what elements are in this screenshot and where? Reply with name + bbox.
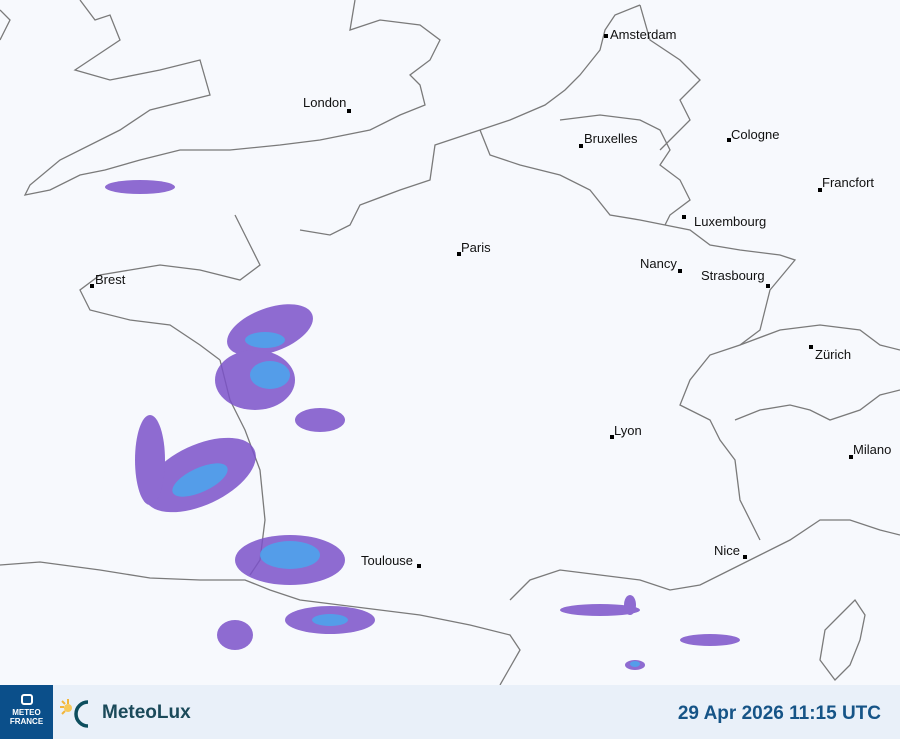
city-markers: Amsterdam London Bruxelles Cologne Francfort…: [90, 27, 891, 568]
city-amsterdam[interactable]: Amsterdam: [604, 27, 676, 42]
city-label: Francfort: [822, 175, 874, 190]
city-marker: [678, 269, 682, 273]
city-marker: [849, 455, 853, 459]
city-brest[interactable]: Brest: [90, 272, 126, 288]
city-milano[interactable]: Milano: [849, 442, 891, 459]
city-luxembourg[interactable]: Luxembourg: [682, 214, 766, 229]
city-nice[interactable]: Nice: [714, 543, 747, 559]
city-marker: [682, 215, 686, 219]
city-label: Strasbourg: [701, 268, 765, 283]
city-marker: [457, 252, 461, 256]
city-label: Lyon: [614, 423, 642, 438]
city-label: Luxembourg: [694, 214, 766, 229]
city-marker: [579, 144, 583, 148]
city-label: Paris: [461, 240, 491, 255]
city-marker: [417, 564, 421, 568]
city-label: Toulouse: [361, 553, 413, 568]
city-marker: [809, 345, 813, 349]
city-marker: [727, 138, 731, 142]
city-label: Amsterdam: [610, 27, 676, 42]
city-marker: [818, 188, 822, 192]
city-label: Bruxelles: [584, 131, 638, 146]
meteofrance-logo[interactable]: METEO FRANCE: [0, 685, 53, 739]
city-label: Nice: [714, 543, 740, 558]
city-cologne[interactable]: Cologne: [727, 127, 779, 142]
radar-timestamp: 29 Apr 2026 11:15 UTC: [677, 703, 881, 724]
city-paris[interactable]: Paris: [457, 240, 491, 256]
meteolux-sun-icon: [60, 699, 89, 728]
city-label: Brest: [95, 272, 126, 287]
city-marker: [347, 109, 351, 113]
city-bruxelles[interactable]: Bruxelles: [579, 131, 638, 148]
city-label: Milano: [853, 442, 891, 457]
borders-coastlines: [0, 0, 900, 685]
city-francfort[interactable]: Francfort: [818, 175, 874, 192]
city-marker: [743, 555, 747, 559]
radar-map[interactable]: Amsterdam London Bruxelles Cologne Francfort…: [0, 0, 900, 685]
footer-bar: METEO FRANCE MeteoLux 29 Apr 2026 11:15 U…: [0, 685, 900, 739]
city-nancy[interactable]: Nancy: [640, 256, 682, 273]
city-toulouse[interactable]: Toulouse: [361, 553, 421, 568]
city-label: Nancy: [640, 256, 677, 271]
city-label: London: [303, 95, 346, 110]
meteolux-wordmark: MeteoLux: [102, 702, 191, 723]
city-lyon[interactable]: Lyon: [610, 423, 642, 439]
city-label: Zürich: [815, 347, 851, 362]
meteofrance-symbol-icon: [20, 694, 33, 705]
city-marker: [766, 284, 770, 288]
city-zürich[interactable]: Zürich: [809, 345, 851, 362]
precipitation-radar: [105, 180, 740, 670]
city-marker: [90, 284, 94, 288]
city-marker: [604, 34, 608, 38]
city-marker: [610, 435, 614, 439]
city-london[interactable]: London: [303, 95, 351, 113]
city-strasbourg[interactable]: Strasbourg: [701, 268, 770, 288]
meteolux-logo[interactable]: MeteoLux: [58, 697, 191, 729]
city-label: Cologne: [731, 127, 779, 142]
